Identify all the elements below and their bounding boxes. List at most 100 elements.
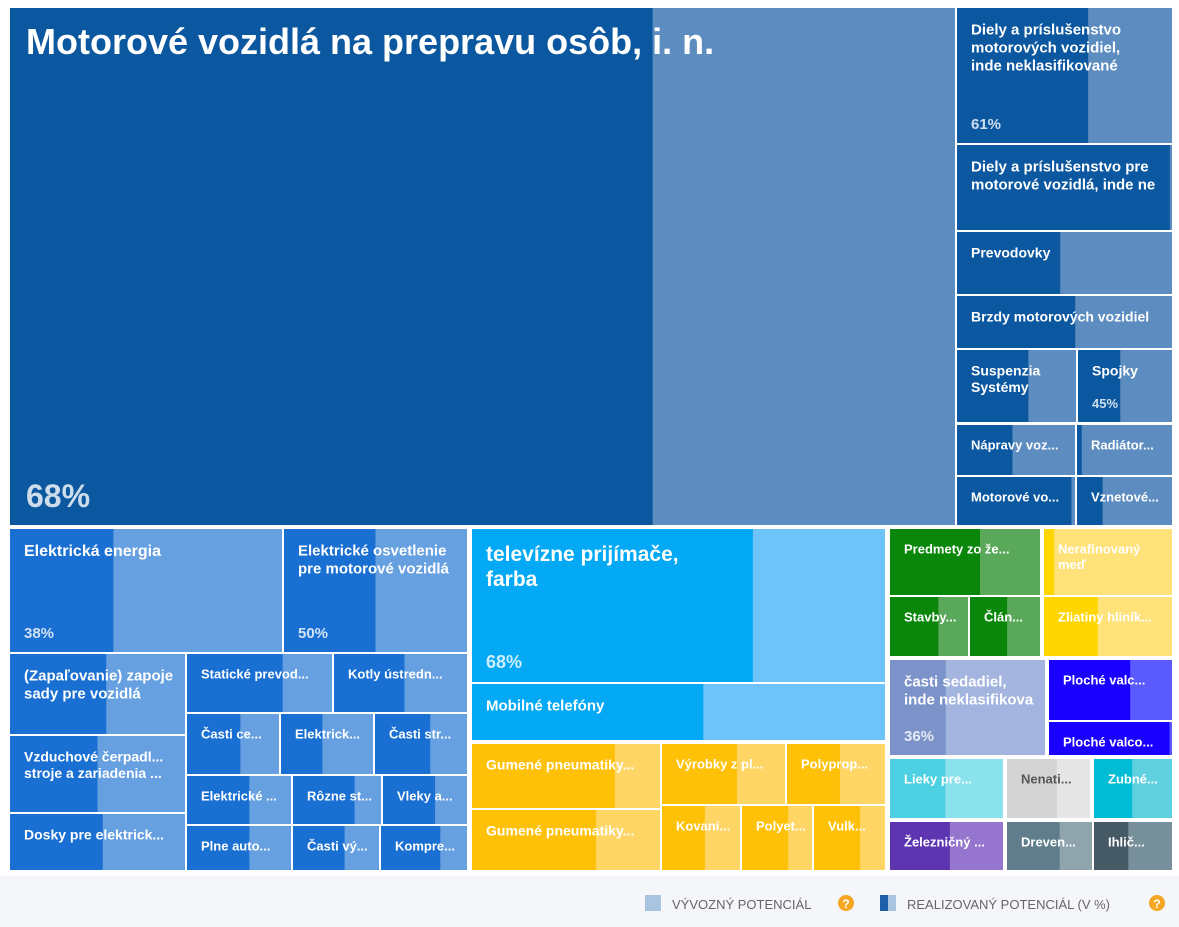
cell-label: Mobilné telefóny <box>486 697 605 714</box>
legend-swatch-realized <box>880 895 888 911</box>
cell-label: Nenati... <box>1021 771 1072 786</box>
treemap-cell: Kovani... <box>662 806 740 870</box>
cell-realized <box>187 654 283 712</box>
legend-bar <box>0 876 1179 927</box>
cell-realized <box>890 822 950 870</box>
treemap-cell: Gumené pneumatiky... <box>472 810 660 870</box>
cell-realized <box>472 529 753 682</box>
cell-realized <box>383 776 436 824</box>
cell-realized <box>1077 477 1103 525</box>
cell-label: Polyet... <box>756 818 806 833</box>
help-icon-text: ? <box>1153 897 1160 911</box>
cell-label: Plne auto... <box>201 838 270 853</box>
treemap-cell: Elektrické ... <box>187 776 291 824</box>
treemap-cell: Brzdy motorových vozidiel <box>957 296 1172 348</box>
treemap-cell: Vzduchové čerpadl...stroje a zariadenia … <box>10 736 185 812</box>
cell-label: Výrobky z pl... <box>676 756 763 771</box>
cell-label: Časti vý... <box>307 838 368 853</box>
cell-label: (Zapaľovanie) zapoje <box>24 667 173 684</box>
cell-percent: 68% <box>486 652 522 672</box>
cell-realized <box>814 806 861 870</box>
cell-percent: 38% <box>24 625 54 642</box>
cell-label: Železničný ... <box>904 834 985 849</box>
cell-realized <box>1007 759 1057 818</box>
legend-swatch-realized <box>888 895 896 911</box>
treemap-cell: Zliatiny hliník... <box>1044 597 1172 656</box>
cell-percent: 61% <box>971 116 1001 133</box>
legend-label: VÝVOZNÝ POTENCIÁL <box>672 897 811 912</box>
cell-label: Gumené pneumatiky... <box>486 822 634 838</box>
cell-realized <box>957 477 1072 525</box>
cell-label: Ploché valco... <box>1063 734 1153 749</box>
cell-realized <box>970 597 1008 656</box>
cell-realized <box>10 814 103 870</box>
legend-swatch-export <box>645 895 661 911</box>
cell-label: Vznetové... <box>1091 489 1159 504</box>
cell-realized <box>1094 759 1133 818</box>
cell-label: Elektrické ... <box>201 788 277 803</box>
treemap-cell: Dosky pre elektrick... <box>10 814 185 870</box>
help-icon[interactable] <box>838 895 854 911</box>
treemap-cell: Motorové vozidlá na prepravu osôb, i. n.… <box>10 8 955 525</box>
cell-realized <box>890 597 939 656</box>
treemap-cell: Elektrická energia 38% <box>10 529 282 652</box>
cell-label: Dosky pre elektrick... <box>24 826 164 842</box>
cell-label: inde neklasifikované <box>971 57 1118 74</box>
cell-label: Nerafinovaný <box>1058 541 1141 556</box>
cell-potential <box>1077 425 1172 475</box>
legend-label: REALIZOVANÝ POTENCIÁL (V %) <box>907 897 1110 912</box>
treemap-cell: Časti ce... <box>187 714 279 774</box>
treemap-cell: Ihlič... <box>1094 822 1172 870</box>
cell-label: Predmety zo že... <box>904 541 1009 556</box>
help-icon-text: ? <box>842 897 849 911</box>
treemap-cell: Ploché valco... <box>1049 722 1172 755</box>
treemap-cell: televízne prijímače,farba 68% <box>472 529 885 682</box>
cell-realized <box>957 350 1029 422</box>
cell-label: Vzduchové čerpadl... <box>24 748 163 764</box>
cell-realized <box>187 776 250 824</box>
cell-realized <box>472 744 615 808</box>
cell-realized <box>957 145 1170 230</box>
cell-realized <box>662 744 738 804</box>
cell-label: Spojky <box>1092 362 1138 378</box>
treemap-cell: časti sedadiel,inde neklasifikova 36% <box>890 660 1045 755</box>
cell-label: Časti ce... <box>201 726 262 741</box>
cell-realized <box>10 654 107 734</box>
cell-label: Kompre... <box>395 838 455 853</box>
cell-realized <box>284 529 376 652</box>
cell-realized <box>472 684 704 740</box>
cell-label: Suspenzia <box>971 362 1040 378</box>
cell-label: Gumené pneumatiky... <box>486 756 634 772</box>
cell-potential <box>1044 529 1172 595</box>
treemap-cell: Zubné... <box>1094 759 1172 818</box>
cell-realized <box>10 8 653 525</box>
treemap-cell: Vulk... <box>814 806 885 870</box>
cell-label: sady pre vozidlá <box>24 685 141 702</box>
treemap-cell: Časti str... <box>375 714 467 774</box>
cell-realized <box>334 654 405 712</box>
cell-percent: 50% <box>298 625 328 642</box>
cell-realized <box>1044 597 1098 656</box>
cell-label: Radiátor... <box>1091 437 1154 452</box>
cell-label: Lieky pre... <box>904 771 972 786</box>
treemap-cell: Predmety zo že... <box>890 529 1040 595</box>
cell-label: Polyprop... <box>801 756 868 771</box>
cell-realized <box>10 529 114 652</box>
help-icon[interactable] <box>1149 895 1165 911</box>
cell-label: Brzdy motorových vozidiel <box>971 308 1149 324</box>
cell-label: Dreven... <box>1021 834 1076 849</box>
treemap-cell: Vleky a... <box>383 776 467 824</box>
treemap-cell: Mobilné telefóny <box>472 684 885 740</box>
cell-label: Systémy <box>971 379 1029 395</box>
cell-label: Kotly ústredn... <box>348 666 443 681</box>
treemap-cell: Gumené pneumatiky... <box>472 744 660 808</box>
cell-label: Motorové vo... <box>971 489 1059 504</box>
cell-realized <box>293 826 345 870</box>
cell-percent: 45% <box>1092 396 1118 411</box>
cell-label: Diely a príslušenstvo pre <box>971 158 1149 175</box>
cell-realized <box>662 806 705 870</box>
treemap-cell: Člán... <box>970 597 1040 656</box>
